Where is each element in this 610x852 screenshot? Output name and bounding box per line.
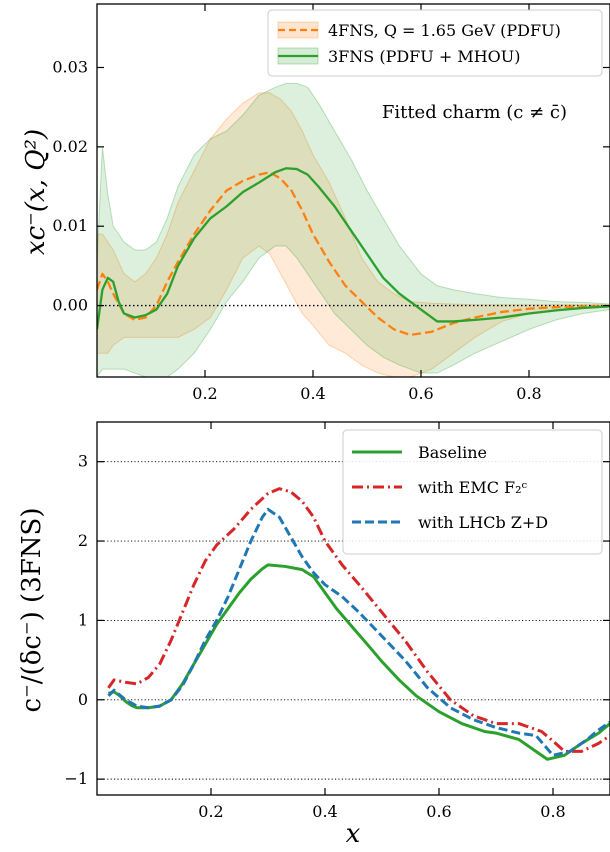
top-uncertainty-bands bbox=[97, 82, 610, 377]
y-tick-label: 2 bbox=[78, 531, 88, 550]
legend-4fns-label: 4FNS, Q = 1.65 GeV (PDFU) bbox=[328, 21, 561, 40]
bottom-ylabel: c⁻/(δc⁻) (3FNS) bbox=[17, 508, 47, 713]
top-annotation: Fitted charm (c ≠ c̄) bbox=[382, 102, 567, 123]
x-tick-label: 0.4 bbox=[312, 802, 337, 821]
bottom-ticks: 0.2 0.4 0.6 0.8 −1 0 1 2 3 bbox=[64, 422, 610, 821]
top-legend-box bbox=[267, 9, 603, 77]
bottom-plot-frame bbox=[96, 421, 610, 796]
bottom-panel: 0.2 0.4 0.6 0.8 −1 0 1 2 3 c⁻/(δc⁻) (3FNS) x Bas… bbox=[17, 421, 610, 849]
x-tick-label: 0.2 bbox=[198, 802, 223, 821]
x-tick-label: 0.8 bbox=[540, 802, 565, 821]
legend-3fns-label: 3FNS (PDFU + MHOU) bbox=[328, 47, 521, 66]
legend-lhcb-label: with LHCb Z+D bbox=[418, 513, 548, 532]
series-line-lhcb bbox=[107, 507, 610, 757]
y-tick-label: −1 bbox=[64, 769, 88, 788]
bottom-xlabel: x bbox=[346, 819, 361, 849]
legend-baseline-label: Baseline bbox=[418, 443, 487, 462]
y-tick-label: 0.03 bbox=[52, 57, 88, 76]
top-ylabel: xc⁻(x, Q²) bbox=[21, 129, 51, 255]
y-tick-label: 0 bbox=[78, 690, 88, 709]
y-tick-label: 3 bbox=[78, 452, 88, 471]
band-3fns bbox=[97, 82, 610, 377]
x-tick-label: 0.8 bbox=[516, 384, 541, 403]
bottom-series-lines bbox=[107, 487, 610, 761]
top-ticks: 0.2 0.4 0.6 0.8 0.00 0.01 0.02 0.03 bbox=[52, 4, 610, 403]
series-line-emc bbox=[107, 487, 610, 753]
x-tick-label: 0.6 bbox=[426, 802, 451, 821]
y-tick-label: 1 bbox=[78, 610, 88, 629]
y-tick-label: 0.00 bbox=[52, 296, 88, 315]
top-plot-frame bbox=[96, 3, 610, 378]
legend-emc-label: with EMC F₂ᶜ bbox=[418, 478, 528, 497]
y-tick-label: 0.02 bbox=[52, 137, 88, 156]
top-legend: 4FNS, Q = 1.65 GeV (PDFU) 3FNS (PDFU + M… bbox=[267, 9, 603, 77]
y-tick-label: 0.01 bbox=[52, 216, 88, 235]
top-series-lines bbox=[97, 167, 610, 337]
series-line-baseline bbox=[107, 563, 610, 761]
bottom-grid bbox=[97, 461, 610, 780]
series-line-3fns bbox=[97, 167, 610, 330]
bottom-legend: Baseline with EMC F₂ᶜ with LHCb Z+D bbox=[342, 429, 603, 555]
x-tick-label: 0.4 bbox=[300, 384, 325, 403]
x-tick-label: 0.6 bbox=[408, 384, 433, 403]
bottom-legend-box bbox=[342, 429, 603, 555]
top-panel: 0.2 0.4 0.6 0.80.000.010.020.03 xc⁻(x, Q²) … bbox=[21, 3, 610, 403]
x-tick-label: 0.2 bbox=[192, 384, 217, 403]
